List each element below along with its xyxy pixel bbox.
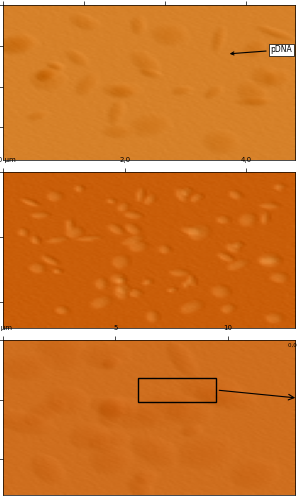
Text: pDNA: pDNA — [231, 46, 292, 55]
Bar — [138, 378, 216, 402]
